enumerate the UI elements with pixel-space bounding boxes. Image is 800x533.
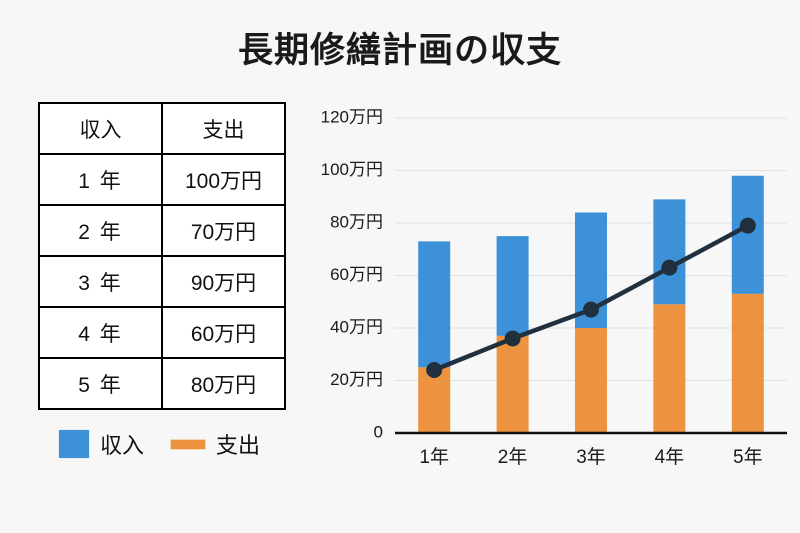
table-row: 4 年 60万円 [38, 306, 286, 359]
trend-data-point [739, 217, 756, 234]
chart-trend-line [426, 217, 756, 378]
bar-segment-expense [731, 293, 764, 433]
bar-segment-income [418, 241, 451, 368]
table-row: 1 年 100万円 [38, 153, 286, 206]
table-cell-amount: 100万円 [161, 153, 286, 206]
y-axis-tick-label: 100万円 [321, 160, 383, 179]
table-cell-amount: 80万円 [161, 357, 286, 410]
legend-item-income[interactable]: 収入 [58, 428, 144, 460]
legend-label: 収入 [100, 433, 145, 458]
table-row: 2 年 70万円 [38, 204, 286, 257]
legend-swatch-icon [58, 429, 90, 459]
trend-data-point [426, 362, 443, 378]
table-cell-year: 2 年 [38, 204, 163, 257]
bar-segment-expense [653, 304, 686, 433]
y-axis-tick-label: 120万円 [321, 107, 383, 126]
y-axis-tick-label: 20万円 [330, 370, 383, 389]
table-cell-year: 4 年 [38, 306, 163, 359]
chart-x-axis: 1年 2年 3年 4年 5年 [419, 446, 762, 468]
legend-item-expense[interactable]: 支出 [170, 428, 260, 460]
y-axis-tick-label: 80万円 [330, 212, 383, 231]
trend-data-point [504, 330, 521, 347]
table-row: 5 年 80万円 [38, 357, 286, 410]
chart-legend: 収入 支出 [58, 428, 260, 460]
chart-bars [418, 175, 764, 433]
legend-line-icon [170, 438, 207, 450]
table-cell-year: 3 年 [38, 255, 163, 308]
x-axis-tick-label: 1年 [419, 446, 449, 468]
table-cell-amount: 70万円 [161, 204, 286, 257]
bar-segment-expense [418, 367, 451, 433]
budget-table: 収入 支出 1 年 100万円 2 年 70万円 3 年 90万円 4 年 60… [38, 102, 286, 410]
table-cell-amount: 60万円 [161, 306, 286, 359]
legend-label: 支出 [216, 433, 261, 458]
page-title: 長期修繕計画の収支 [237, 31, 562, 70]
trend-data-point [583, 301, 599, 318]
table-header-expense: 支出 [161, 102, 286, 155]
table-header-income: 収入 [38, 102, 163, 155]
x-axis-tick-label: 2年 [498, 446, 528, 468]
budget-chart: 0 20万円 40万円 60万円 80万円 100万円 120万円 1年 2年 3年 4年 5年 [321, 107, 787, 468]
x-axis-tick-label: 4年 [655, 446, 685, 468]
table-cell-year: 5 年 [38, 357, 163, 410]
table-cell-year: 1 年 [38, 153, 163, 206]
y-axis-tick-label: 0 [374, 422, 383, 441]
bar-segment-income [496, 236, 529, 336]
bar-segment-income [731, 175, 764, 294]
chart-container: 0 20万円 40万円 60万円 80万円 100万円 120万円 1年 2年 3年 4年 5年 [300, 100, 790, 470]
table-cell-amount: 90万円 [161, 255, 286, 308]
x-axis-tick-label: 3年 [576, 446, 606, 468]
y-axis-tick-label: 40万円 [330, 317, 383, 336]
bar-segment-expense [575, 328, 607, 433]
y-axis-tick-label: 60万円 [330, 265, 383, 284]
bar-segment-income [653, 199, 686, 305]
x-axis-tick-label: 5年 [733, 446, 763, 468]
chart-y-axis: 0 20万円 40万円 60万円 80万円 100万円 120万円 [321, 107, 383, 441]
bar-segment-expense [496, 335, 529, 433]
table-header-row: 収入 支出 [38, 102, 286, 155]
trend-data-point [661, 259, 678, 276]
table-row: 3 年 90万円 [38, 255, 286, 308]
